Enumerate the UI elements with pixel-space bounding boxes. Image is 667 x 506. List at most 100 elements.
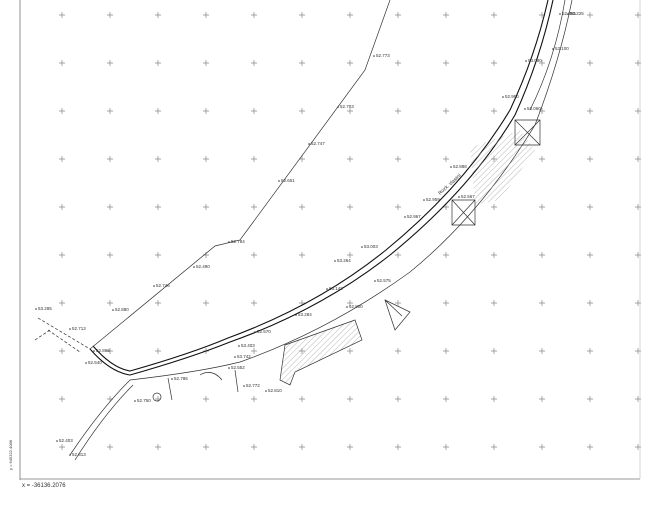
survey-point: [346, 306, 348, 308]
grid-cross: [587, 444, 593, 450]
grid-cross: [491, 252, 497, 258]
survey-point: [334, 260, 336, 262]
survey-point: [93, 350, 95, 352]
grid-cross: [203, 300, 209, 306]
grid-cross: [491, 204, 497, 210]
survey-point: [69, 454, 71, 456]
grid-cross: [59, 156, 65, 162]
elevation-label: 53.080: [528, 58, 542, 63]
grid-cross: [587, 396, 593, 402]
grid-cross: [395, 12, 401, 18]
grid-cross: [539, 348, 545, 354]
grid-cross: [59, 396, 65, 402]
grid-cross: [395, 252, 401, 258]
grid-crosses: [59, 12, 641, 450]
grid-cross: [155, 108, 161, 114]
grid-cross: [395, 300, 401, 306]
grid-cross: [251, 396, 257, 402]
grid-cross: [347, 204, 353, 210]
grid-cross: [395, 348, 401, 354]
survey-point: [265, 390, 267, 392]
elevation-label: 52.800: [349, 304, 363, 309]
grid-cross: [539, 396, 545, 402]
survey-point: [85, 362, 87, 364]
grid-cross: [491, 12, 497, 18]
elevation-label: 52.403: [59, 438, 73, 443]
survey-point: [552, 48, 554, 50]
grid-cross: [491, 444, 497, 450]
grid-cross: [59, 108, 65, 114]
grid-cross: [299, 444, 305, 450]
grid-cross: [155, 204, 161, 210]
grid-cross: [155, 156, 161, 162]
grid-cross: [251, 348, 257, 354]
survey-point: [171, 378, 173, 380]
buildings: [152, 119, 541, 402]
elevation-label: 53.284: [298, 312, 312, 317]
grid-cross: [443, 396, 449, 402]
grid-cross: [299, 12, 305, 18]
survey-point: [254, 331, 256, 333]
elevation-label: 52.772: [246, 383, 260, 388]
grid-cross: [251, 204, 257, 210]
survey-point: [374, 280, 376, 282]
grid-cross: [251, 60, 257, 66]
elevation-label: 53.100: [555, 46, 569, 51]
road: [69, 0, 573, 461]
grid-cross: [539, 204, 545, 210]
grid-cross: [347, 156, 353, 162]
elevation-label: 52.540: [88, 360, 102, 365]
grid-cross: [299, 252, 305, 258]
grid-cross: [59, 12, 65, 18]
grid-cross: [443, 60, 449, 66]
survey-point: [193, 266, 195, 268]
grid-cross: [299, 60, 305, 66]
grid-cross: [203, 108, 209, 114]
grid-cross: [443, 108, 449, 114]
survey-point: [458, 196, 460, 198]
grid-cross: [443, 12, 449, 18]
elevation-label: 52.575: [377, 278, 391, 283]
grid-cross: [443, 204, 449, 210]
grid-cross: [587, 60, 593, 66]
grid-cross: [203, 204, 209, 210]
survey-point: [361, 246, 363, 248]
grid-cross: [251, 12, 257, 18]
survey-point: [326, 288, 328, 290]
grid-cross: [347, 300, 353, 306]
grid-cross: [107, 60, 113, 66]
elevation-label: 52.713: [72, 326, 86, 331]
grid-cross: [347, 348, 353, 354]
grid-cross: [395, 444, 401, 450]
survey-point: [337, 106, 339, 108]
elevation-label: 52.967: [407, 214, 421, 219]
grid-cross: [347, 60, 353, 66]
grid-cross: [155, 12, 161, 18]
survey-point: [567, 13, 569, 15]
survey-point: [295, 314, 297, 316]
elevation-label: 53.003: [364, 244, 378, 249]
elevation-label: 53.742: [237, 354, 251, 359]
grid-cross: [443, 156, 449, 162]
elevation-label: 53.060: [527, 106, 541, 111]
elevation-label: 52.810: [268, 388, 282, 393]
grid-cross: [155, 300, 161, 306]
grid-cross: [539, 300, 545, 306]
elevation-label: 52.784: [231, 239, 245, 244]
grid-cross: [59, 252, 65, 258]
elevation-label: 52.813: [72, 452, 86, 457]
elevation-label: 52.747: [311, 141, 325, 146]
grid-cross: [395, 204, 401, 210]
survey-point: [502, 96, 504, 98]
grid-cross: [347, 396, 353, 402]
grid-cross: [203, 444, 209, 450]
grid-cross: [395, 156, 401, 162]
elevation-label: 52.959: [426, 197, 440, 202]
elevation-label: 52.895: [562, 11, 576, 16]
grid-cross: [59, 444, 65, 450]
grid-cross: [203, 156, 209, 162]
grid-cross: [107, 444, 113, 450]
survey-point: [308, 143, 310, 145]
elevation-label: 52.773: [376, 53, 390, 58]
